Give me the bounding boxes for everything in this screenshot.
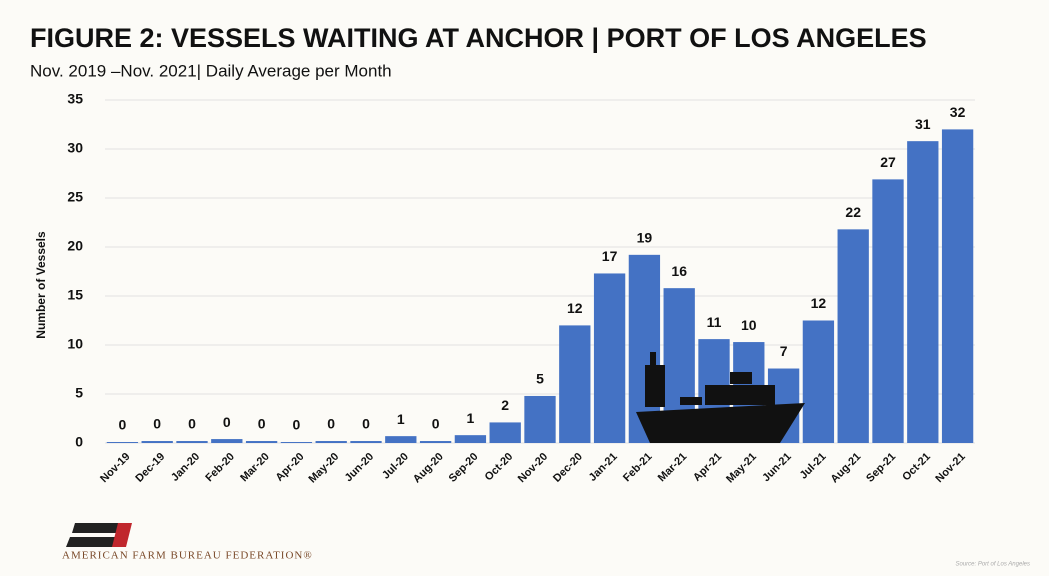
bar: [872, 179, 904, 443]
bar: [245, 441, 278, 443]
y-tick-label: 25: [67, 189, 83, 205]
footer: AMERICAN FARM BUREAU FEDERATION®: [62, 550, 313, 562]
bar: [941, 129, 974, 443]
value-label: 0: [432, 416, 440, 432]
y-tick-label: 5: [75, 385, 83, 401]
value-label: 5: [536, 371, 544, 387]
bar: [802, 320, 835, 443]
value-label: 22: [845, 204, 861, 220]
value-label: 12: [811, 295, 827, 311]
bar: [559, 325, 591, 443]
bar: [280, 442, 313, 443]
value-label: 0: [119, 417, 127, 433]
value-label: 2: [501, 397, 509, 413]
value-label: 10: [741, 317, 757, 333]
bar: [315, 441, 347, 443]
y-tick-label: 0: [75, 434, 83, 450]
bar: [489, 422, 521, 443]
bar: [419, 441, 452, 443]
bar: [176, 441, 208, 443]
source: Source: Port of Los Angeles: [956, 562, 1031, 568]
y-tick-label: 20: [67, 238, 83, 254]
value-label: 0: [258, 416, 266, 432]
bar: [837, 229, 869, 443]
value-label: 31: [915, 116, 931, 132]
y-tick-label: 30: [67, 140, 83, 156]
bar: [385, 436, 417, 443]
bar: [350, 441, 382, 443]
value-label: 17: [602, 248, 618, 264]
value-label: 19: [637, 230, 653, 246]
bar: [211, 439, 243, 443]
bar: [524, 395, 556, 443]
value-label: 27: [880, 154, 896, 170]
logo: [66, 523, 132, 547]
value-label: 16: [671, 263, 687, 279]
y-tick-label: 35: [67, 91, 83, 107]
value-label: 11: [707, 314, 722, 330]
bar: [106, 442, 139, 443]
value-label: 0: [327, 416, 335, 432]
y-axis-label: Number of Vessels: [34, 231, 48, 339]
bar: [454, 435, 487, 443]
value-label: 0: [188, 416, 196, 432]
ship-icon: [636, 352, 805, 443]
value-label: 1: [467, 410, 475, 426]
value-label: 32: [950, 104, 966, 120]
bar: [907, 141, 939, 443]
value-label: 1: [397, 411, 405, 427]
y-tick-label: 15: [67, 287, 83, 303]
value-label: 0: [293, 417, 301, 433]
value-label: 0: [223, 414, 231, 430]
y-tick-label: 10: [67, 336, 83, 352]
value-label: 7: [780, 343, 788, 359]
bar: [593, 273, 626, 443]
chart-subtitle: Nov. 2019 –Nov. 2021| Daily Average per …: [30, 61, 392, 80]
bar: [141, 441, 173, 443]
value-label: 0: [362, 416, 370, 432]
value-label: 12: [567, 300, 583, 316]
value-label: 0: [153, 416, 161, 432]
chart-title: FIGURE 2: VESSELS WAITING AT ANCHOR | PO…: [30, 23, 927, 53]
